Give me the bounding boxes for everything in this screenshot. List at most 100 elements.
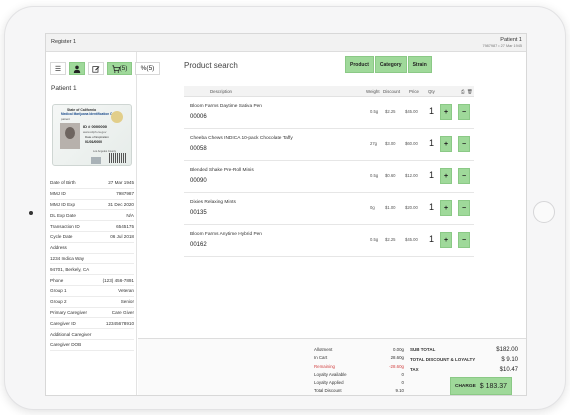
info-value: Senior bbox=[120, 299, 134, 305]
tab-notes[interactable] bbox=[88, 62, 104, 75]
info-value: (123) 456-7891 bbox=[102, 277, 134, 283]
total-label: TAX bbox=[410, 367, 419, 372]
ledger-value: 0 bbox=[401, 371, 404, 377]
id-card-exp-date: 01/01/0000 bbox=[85, 140, 102, 144]
id-card-image: State of California Medical Marijuana Id… bbox=[52, 104, 132, 166]
state-seal-icon bbox=[111, 111, 123, 123]
info-label: MMJ ID bbox=[50, 191, 66, 197]
product-name: Dixies Relaxing Mints bbox=[190, 200, 236, 205]
info-row: 94701, Berkely, CA bbox=[50, 264, 134, 276]
discount-count: (5) bbox=[146, 65, 155, 72]
cart-row: Cheeba Chews INDICA 10-pack Chocolate Ta… bbox=[184, 129, 474, 161]
id-card-state: State of California bbox=[67, 108, 97, 112]
filter-strain-button[interactable]: Strain bbox=[407, 56, 432, 73]
info-label: Additional Caregiver bbox=[50, 331, 92, 337]
percent-icon: % bbox=[140, 65, 147, 72]
product-search-title[interactable]: Product search bbox=[184, 61, 238, 70]
summary-panel: Allotment 0.00g In Cart 28.60g Remaining -28.… bbox=[138, 338, 526, 395]
product-sku: 00135 bbox=[190, 210, 207, 216]
info-label: Cycle Date bbox=[50, 234, 73, 240]
product-name: Bloom Farms Anytime Hybrid Pen bbox=[190, 232, 262, 237]
product-sku: 00090 bbox=[190, 178, 207, 184]
product-price: $12.00 bbox=[405, 173, 418, 178]
decrease-qty-button[interactable]: − bbox=[458, 232, 470, 248]
id-card-photo bbox=[60, 123, 80, 149]
allotment-ledger: Allotment 0.00g In Cart 28.60g Remaining -28.… bbox=[314, 347, 404, 395]
total-row: TOTAL DISCOUNT & LOYALTY $ 9.10 bbox=[410, 357, 518, 367]
ledger-label: Loyalty Applied bbox=[314, 380, 344, 386]
print-icon[interactable]: ⎙ bbox=[461, 89, 465, 94]
tab-discounts[interactable]: % (5) bbox=[135, 62, 160, 75]
product-qty: 1 bbox=[429, 170, 435, 180]
info-row: 1234 Indica Way bbox=[50, 254, 134, 265]
info-value: N/A bbox=[126, 212, 134, 218]
panel-tabs: ☰ (5) % (5) bbox=[50, 62, 160, 75]
charge-amount: $ 183.37 bbox=[479, 382, 507, 390]
info-row: Cycle Date 06 Jul 2018 bbox=[50, 232, 134, 243]
tab-cart[interactable]: (5) bbox=[107, 62, 132, 75]
id-card-county: Los Angeles County bbox=[93, 150, 117, 153]
decrease-qty-button[interactable]: − bbox=[458, 200, 470, 216]
charge-button[interactable]: CHARGE $ 183.37 bbox=[450, 377, 512, 395]
info-label: Primary Caregiver bbox=[50, 309, 88, 315]
increase-qty-button[interactable]: + bbox=[440, 168, 452, 184]
info-value: Care Giver bbox=[111, 309, 134, 315]
info-row: MMJ ID Exp 31 Dec 2020 bbox=[50, 200, 134, 211]
decrease-qty-button[interactable]: − bbox=[458, 104, 470, 120]
increase-qty-button[interactable]: + bbox=[440, 232, 452, 248]
main-area: Product search Product Category Strain D… bbox=[138, 52, 526, 395]
tab-menu[interactable]: ☰ bbox=[50, 62, 66, 75]
info-label: Address bbox=[50, 245, 67, 251]
patient-header-sub: 7987987 • 27 Mar 1945 bbox=[482, 44, 522, 48]
total-row: TAX $10.47 bbox=[410, 367, 518, 377]
info-row: Address bbox=[50, 243, 134, 254]
increase-qty-button[interactable]: + bbox=[440, 136, 452, 152]
charge-label: CHARGE bbox=[455, 383, 476, 389]
filter-buttons: Product Category Strain bbox=[345, 56, 432, 73]
info-row: DL Exp Date N/A bbox=[50, 210, 134, 222]
filter-product-button[interactable]: Product bbox=[345, 56, 374, 73]
product-price: $60.00 bbox=[405, 141, 418, 146]
total-label: TOTAL DISCOUNT & LOYALTY bbox=[410, 357, 476, 362]
info-value: Veteran bbox=[118, 288, 134, 294]
ledger-label: Allotment bbox=[314, 347, 333, 352]
decrease-qty-button[interactable]: − bbox=[458, 136, 470, 152]
ledger-row: Allotment 0.00g bbox=[314, 347, 404, 355]
increase-qty-button[interactable]: + bbox=[440, 104, 452, 120]
tablet-frame: Register 1 Patient 1 7987987 • 27 Mar 19… bbox=[4, 6, 566, 410]
ledger-value: -28.60g bbox=[389, 363, 404, 369]
info-row: Caregiver DOB bbox=[50, 340, 134, 351]
info-label: Transaction ID bbox=[50, 223, 80, 229]
product-qty: 1 bbox=[429, 202, 435, 212]
cart-rows: Bloom Farms Daytime Sativa Pen 00006 0.5g $… bbox=[184, 97, 474, 257]
product-discount: $1.00 bbox=[385, 205, 396, 210]
info-label: MMJ ID Exp bbox=[50, 201, 76, 207]
top-bar: Register 1 Patient 1 7987987 • 27 Mar 19… bbox=[46, 34, 526, 52]
info-row: Caregiver ID 12345678910 bbox=[50, 318, 134, 330]
info-label: Group 2 bbox=[50, 299, 67, 305]
ledger-label: Loyalty Available bbox=[314, 371, 347, 377]
col-description: Description bbox=[210, 89, 232, 94]
totals-block: SUB TOTAL $182.00 TOTAL DISCOUNT & LOYALTY… bbox=[410, 347, 518, 377]
decrease-qty-button[interactable]: − bbox=[458, 168, 470, 184]
increase-qty-button[interactable]: + bbox=[440, 200, 452, 216]
cart-row: Bloom Farms Anytime Hybrid Pen 00162 0.5g $… bbox=[184, 225, 474, 257]
tab-patient[interactable] bbox=[69, 62, 85, 75]
product-weight: 0.5g bbox=[370, 109, 379, 114]
trash-icon[interactable]: 🗑 bbox=[467, 89, 473, 94]
filter-category-button[interactable]: Category bbox=[374, 56, 407, 73]
info-label: Date of Birth bbox=[50, 180, 76, 186]
product-name: Cheeba Chews INDICA 10-pack Chocolate Ta… bbox=[190, 136, 293, 141]
total-value: $10.47 bbox=[499, 367, 518, 373]
ledger-value: 0.00g bbox=[393, 347, 404, 352]
register-label: Register 1 bbox=[51, 39, 77, 45]
product-price: $20.00 bbox=[405, 205, 418, 210]
total-value: $182.00 bbox=[496, 347, 518, 353]
product-discount: $3.00 bbox=[385, 141, 396, 146]
info-value: 06 Jul 2018 bbox=[110, 234, 134, 240]
cart-row: Blended Shake Pre-Roll Minis 00090 0.5g $0.… bbox=[184, 161, 474, 193]
barcode-icon bbox=[109, 153, 127, 163]
home-button[interactable] bbox=[533, 201, 555, 223]
id-card-small-photo bbox=[91, 157, 101, 164]
info-label: 94701, Berkely, CA bbox=[50, 266, 90, 272]
